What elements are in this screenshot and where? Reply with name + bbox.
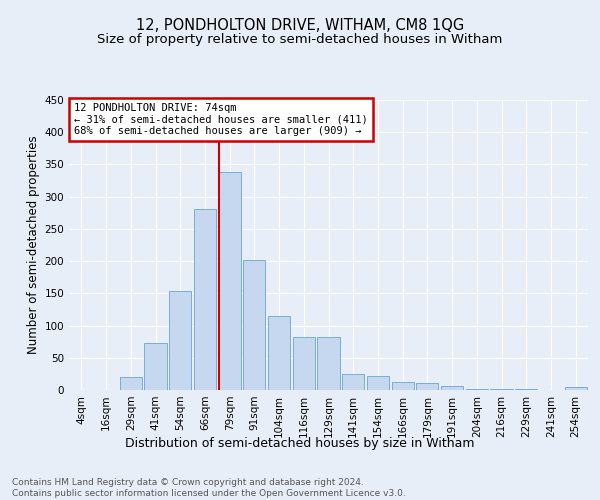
Y-axis label: Number of semi-detached properties: Number of semi-detached properties (27, 136, 40, 354)
Bar (392, 382, 414, 390)
Text: Size of property relative to semi-detached houses in Witham: Size of property relative to semi-detach… (97, 32, 503, 46)
Bar (119, 377, 142, 390)
Bar (466, 388, 488, 390)
Text: Distribution of semi-detached houses by size in Witham: Distribution of semi-detached houses by … (125, 438, 475, 450)
Bar (194, 209, 216, 390)
Bar (416, 383, 439, 390)
Bar (565, 387, 587, 390)
Bar (293, 336, 315, 390)
Bar (367, 376, 389, 390)
Bar (145, 343, 167, 390)
Bar (441, 386, 463, 390)
Bar (243, 260, 265, 390)
Text: 12 PONDHOLTON DRIVE: 74sqm
← 31% of semi-detached houses are smaller (411)
68% o: 12 PONDHOLTON DRIVE: 74sqm ← 31% of semi… (74, 103, 368, 136)
Bar (317, 336, 340, 390)
Bar (218, 172, 241, 390)
Bar (342, 374, 364, 390)
Text: Contains HM Land Registry data © Crown copyright and database right 2024.
Contai: Contains HM Land Registry data © Crown c… (12, 478, 406, 498)
Text: 12, PONDHOLTON DRIVE, WITHAM, CM8 1QG: 12, PONDHOLTON DRIVE, WITHAM, CM8 1QG (136, 18, 464, 32)
Bar (268, 316, 290, 390)
Bar (169, 292, 191, 390)
